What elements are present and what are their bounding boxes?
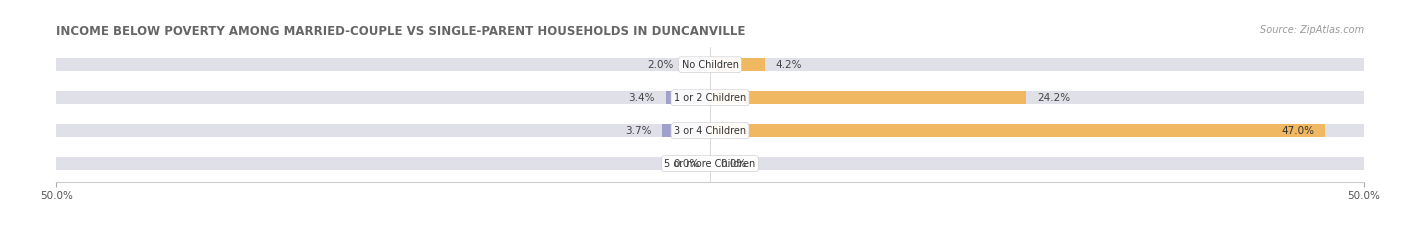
Text: 3 or 4 Children: 3 or 4 Children (673, 126, 747, 136)
Text: 0.0%: 0.0% (720, 159, 747, 169)
Text: 3.7%: 3.7% (624, 126, 651, 136)
Text: 5 or more Children: 5 or more Children (665, 159, 755, 169)
Bar (710, 124, 1324, 137)
Text: 0.0%: 0.0% (673, 159, 700, 169)
Bar (665, 91, 710, 104)
Text: INCOME BELOW POVERTY AMONG MARRIED-COUPLE VS SINGLE-PARENT HOUSEHOLDS IN DUNCANV: INCOME BELOW POVERTY AMONG MARRIED-COUPL… (56, 25, 745, 38)
Bar (56, 157, 1364, 170)
Text: 2.0%: 2.0% (647, 60, 673, 70)
Text: 47.0%: 47.0% (1281, 126, 1315, 136)
Text: 24.2%: 24.2% (1038, 93, 1070, 103)
Text: Source: ZipAtlas.com: Source: ZipAtlas.com (1260, 25, 1364, 35)
Text: No Children: No Children (682, 60, 738, 70)
Bar (56, 91, 1364, 104)
Bar (56, 124, 1364, 137)
Bar (683, 58, 710, 71)
Bar (710, 58, 765, 71)
Bar (662, 124, 710, 137)
Text: 1 or 2 Children: 1 or 2 Children (673, 93, 747, 103)
Bar (710, 91, 1026, 104)
Bar (56, 58, 1364, 71)
Text: 3.4%: 3.4% (628, 93, 655, 103)
Text: 4.2%: 4.2% (776, 60, 801, 70)
